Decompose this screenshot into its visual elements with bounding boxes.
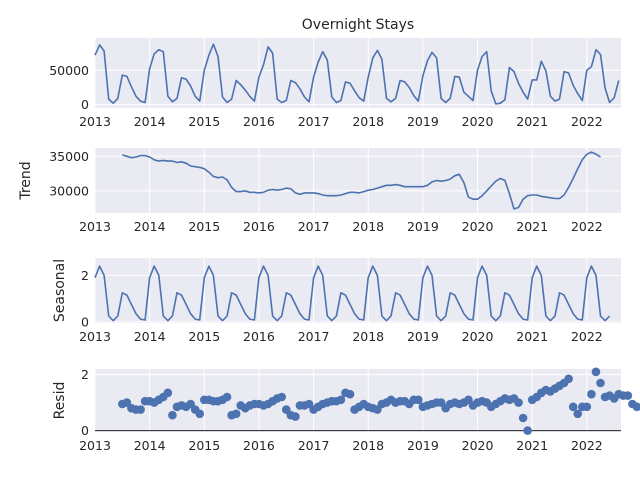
x-tick-label: 2020 [462, 219, 494, 234]
x-tick-label: 2013 [79, 219, 111, 234]
y-tick-label: 35000 [49, 149, 89, 164]
x-tick-label: 2013 [79, 438, 111, 453]
panel-background [95, 369, 621, 432]
x-tick-label: 2014 [134, 219, 166, 234]
panel-resid: 2013 2014 2015 2016 2017 2018 2019 2020 2021 2022… [52, 367, 640, 453]
x-tick-label: 2018 [352, 438, 384, 453]
seasonal-series-line [94, 265, 611, 322]
x-tick-label: 2021 [516, 438, 548, 453]
x-tick-label: 2015 [188, 114, 220, 129]
y-tick-label: 0 [81, 314, 89, 329]
x-tick-label: 2021 [516, 219, 548, 234]
x-tick-label: 2019 [407, 219, 439, 234]
panel-trend: 2013 2014 2015 2016 2017 2018 2019 2020 2021 2022… [18, 148, 621, 234]
trend-series-line [122, 151, 601, 210]
y-tick-label: 0 [81, 423, 89, 438]
x-tick-label: 2019 [407, 438, 439, 453]
y-axis-label: Seasonal [52, 259, 68, 322]
x-tick-label: 2020 [462, 329, 494, 344]
x-tick-label: 2018 [352, 219, 384, 234]
x-tick-label: 2017 [298, 438, 330, 453]
resid-point [591, 367, 601, 377]
panel-observed: 2013 2014 2015 2016 2017 2018 2019 2020 2021 2022… [49, 38, 621, 129]
x-tick-label: 2017 [298, 114, 330, 129]
panel-background [95, 258, 621, 323]
resid-point [523, 426, 532, 435]
resid-point [632, 402, 640, 412]
x-tick-label: 2022 [571, 114, 603, 129]
x-tick-label: 2014 [134, 329, 166, 344]
y-tick-label: 0 [81, 97, 89, 112]
y-tick-label: 30000 [49, 183, 89, 198]
resid-point [414, 395, 423, 405]
chart-title: Overnight Stays [302, 17, 414, 33]
x-tick-label: 2021 [516, 329, 548, 344]
x-tick-label: 2014 [134, 438, 166, 453]
x-tick-label: 2022 [571, 219, 603, 234]
y-tick-label: 2 [81, 268, 89, 283]
resid-point [231, 409, 241, 419]
resid-point [596, 378, 605, 388]
x-tick-label: 2016 [243, 329, 275, 344]
resid-point [564, 374, 573, 384]
resid-point [291, 412, 300, 421]
resid-point [163, 388, 173, 398]
resid-point [518, 413, 528, 423]
x-tick-label: 2020 [462, 114, 494, 129]
resid-point [582, 402, 592, 412]
x-tick-label: 2013 [79, 329, 111, 344]
x-tick-label: 2018 [352, 114, 384, 129]
resid-point [573, 409, 583, 419]
y-tick-label: 50000 [49, 63, 89, 78]
resid-point [514, 398, 523, 407]
x-tick-label: 2017 [298, 329, 330, 344]
resid-point [345, 389, 355, 399]
x-tick-label: 2016 [243, 219, 275, 234]
x-tick-label: 2020 [462, 438, 494, 453]
y-axis-label: Trend [18, 161, 34, 200]
resid-point [168, 410, 177, 420]
x-tick-label: 2019 [407, 114, 439, 129]
x-tick-label: 2021 [516, 114, 548, 129]
x-tick-label: 2015 [188, 219, 220, 234]
resid-point [195, 409, 205, 419]
resid-point [277, 392, 287, 402]
x-tick-label: 2015 [188, 329, 220, 344]
resid-point [136, 405, 145, 414]
panel-seasonal: 2013 2014 2015 2016 2017 2018 2019 2020 2021 2022… [52, 258, 621, 344]
y-axis-label: Resid [52, 382, 68, 420]
x-tick-label: 2015 [188, 438, 220, 453]
x-tick-label: 2016 [243, 438, 275, 453]
resid-point [568, 402, 578, 412]
x-tick-label: 2022 [571, 438, 603, 453]
panel-background [95, 148, 621, 213]
x-tick-label: 2018 [352, 329, 384, 344]
x-tick-label: 2022 [571, 329, 603, 344]
y-tick-label: 2 [81, 367, 89, 382]
x-tick-label: 2014 [134, 114, 166, 129]
resid-point [587, 389, 596, 399]
x-tick-label: 2017 [298, 219, 330, 234]
x-tick-label: 2019 [407, 329, 439, 344]
resid-point [222, 392, 232, 402]
resid-point [336, 395, 346, 405]
x-tick-label: 2016 [243, 114, 275, 129]
panels-group: 2013 2014 2015 2016 2017 2018 2019 2020 2021 2022… [18, 38, 640, 453]
x-tick-label: 2013 [79, 114, 111, 129]
observed-series-line [94, 43, 620, 105]
panel-background [95, 38, 621, 108]
resid-point [623, 391, 633, 400]
